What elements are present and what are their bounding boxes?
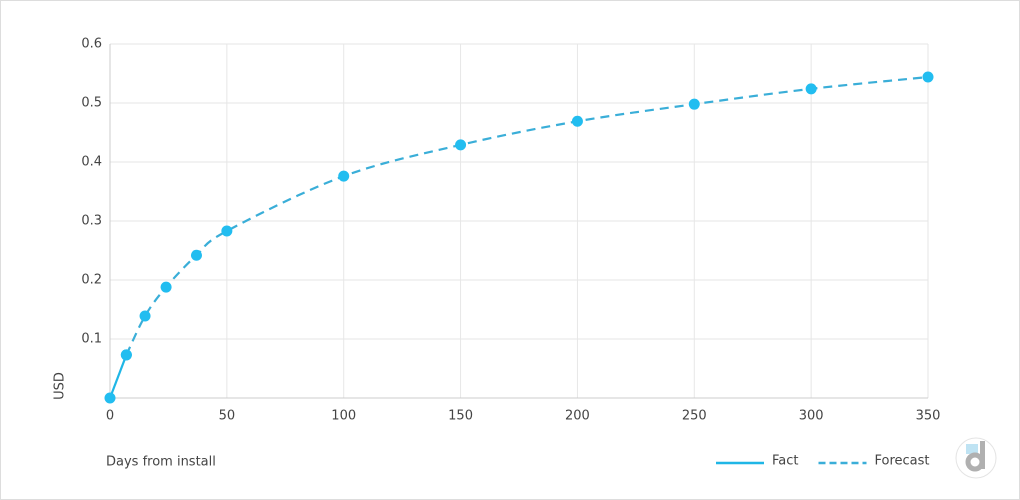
data-point — [455, 139, 467, 151]
y-tick-label: 0.1 — [81, 332, 102, 347]
data-point — [805, 83, 817, 95]
y-tick-label: 0.4 — [81, 155, 102, 170]
x-tick-label: 300 — [799, 409, 824, 424]
y-tick-label: 0.5 — [81, 96, 102, 111]
y-tick-label: 0.3 — [81, 214, 102, 229]
data-point — [221, 225, 233, 237]
x-tick-label: 150 — [448, 409, 473, 424]
x-tick-label: 0 — [106, 409, 114, 424]
x-axis-label: Days from install — [106, 455, 216, 470]
data-point — [160, 281, 172, 293]
data-point — [688, 98, 700, 110]
data-point — [571, 115, 583, 127]
logo — [955, 437, 997, 479]
y-tick-label: 0.2 — [81, 273, 102, 288]
data-point — [922, 71, 934, 83]
data-point — [338, 170, 350, 182]
data-point — [139, 310, 151, 322]
x-tick-label: 100 — [331, 409, 356, 424]
x-tick-label: 50 — [219, 409, 236, 424]
legend-label: Forecast — [875, 454, 930, 469]
x-tick-label: 350 — [916, 409, 941, 424]
data-point — [190, 249, 202, 261]
y-axis-label: USD — [53, 372, 68, 400]
legend-label: Fact — [772, 454, 799, 469]
x-tick-label: 250 — [682, 409, 707, 424]
data-point — [120, 349, 132, 361]
y-tick-label: 0.6 — [81, 37, 102, 52]
data-point — [104, 392, 116, 404]
x-tick-label: 200 — [565, 409, 590, 424]
